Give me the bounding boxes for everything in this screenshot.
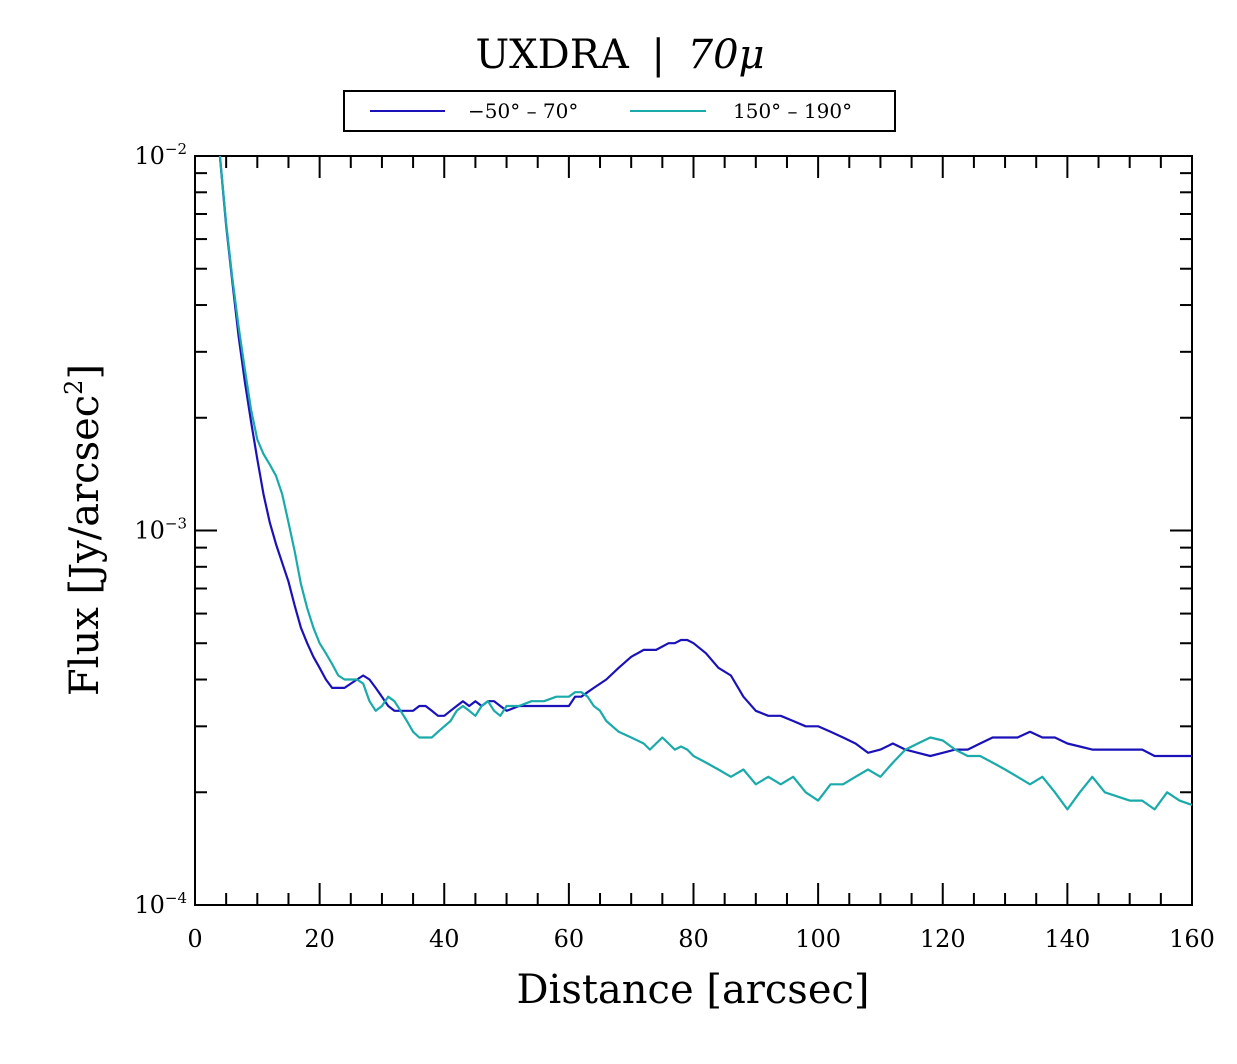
x-tick-labels: 0 20 40 60 80 100 120 140 160 [187,925,1215,953]
plot-frame [194,155,1193,906]
y-axis-title: Flux [Jy/arcsec2] [60,364,108,696]
legend-label-series-1: −50° – 70° [468,99,578,123]
x-tick-label: 160 [1169,925,1215,953]
title-separator: | [651,32,664,78]
legend: −50° – 70° 150° – 190° [343,90,896,132]
y-tick-labels: 10−2 10−3 10−4 [134,140,187,919]
series-group [218,155,1193,811]
x-tick-label: 60 [554,925,585,953]
y-axis-title-sup: 2 [60,380,88,395]
chart-title: UXDRA | 70μ [475,32,764,78]
title-band: 70μ [688,32,765,78]
y-tick-label: 10−4 [134,889,187,919]
axis-ticks [194,155,1193,906]
x-tick-label: 0 [187,925,202,953]
title-star-name: UXDRA [475,32,629,78]
y-axis-title-main: Flux [Jy/arcsec [62,395,108,696]
series-line-1 [218,155,1192,758]
series-line-2 [218,155,1193,811]
y-axis-title-end: ] [62,364,108,380]
y-tick-label: 10−3 [134,515,187,545]
x-tick-label: 100 [795,925,841,953]
x-tick-label: 40 [429,925,460,953]
legend-label-series-2: 150° – 190° [733,99,852,123]
x-tick-label: 20 [304,925,335,953]
y-tick-label: 10−2 [134,140,187,170]
x-tick-label: 120 [920,925,966,953]
x-axis-title: Distance [arcsec] [516,967,869,1013]
x-tick-label: 80 [678,925,709,953]
x-tick-label: 140 [1044,925,1090,953]
